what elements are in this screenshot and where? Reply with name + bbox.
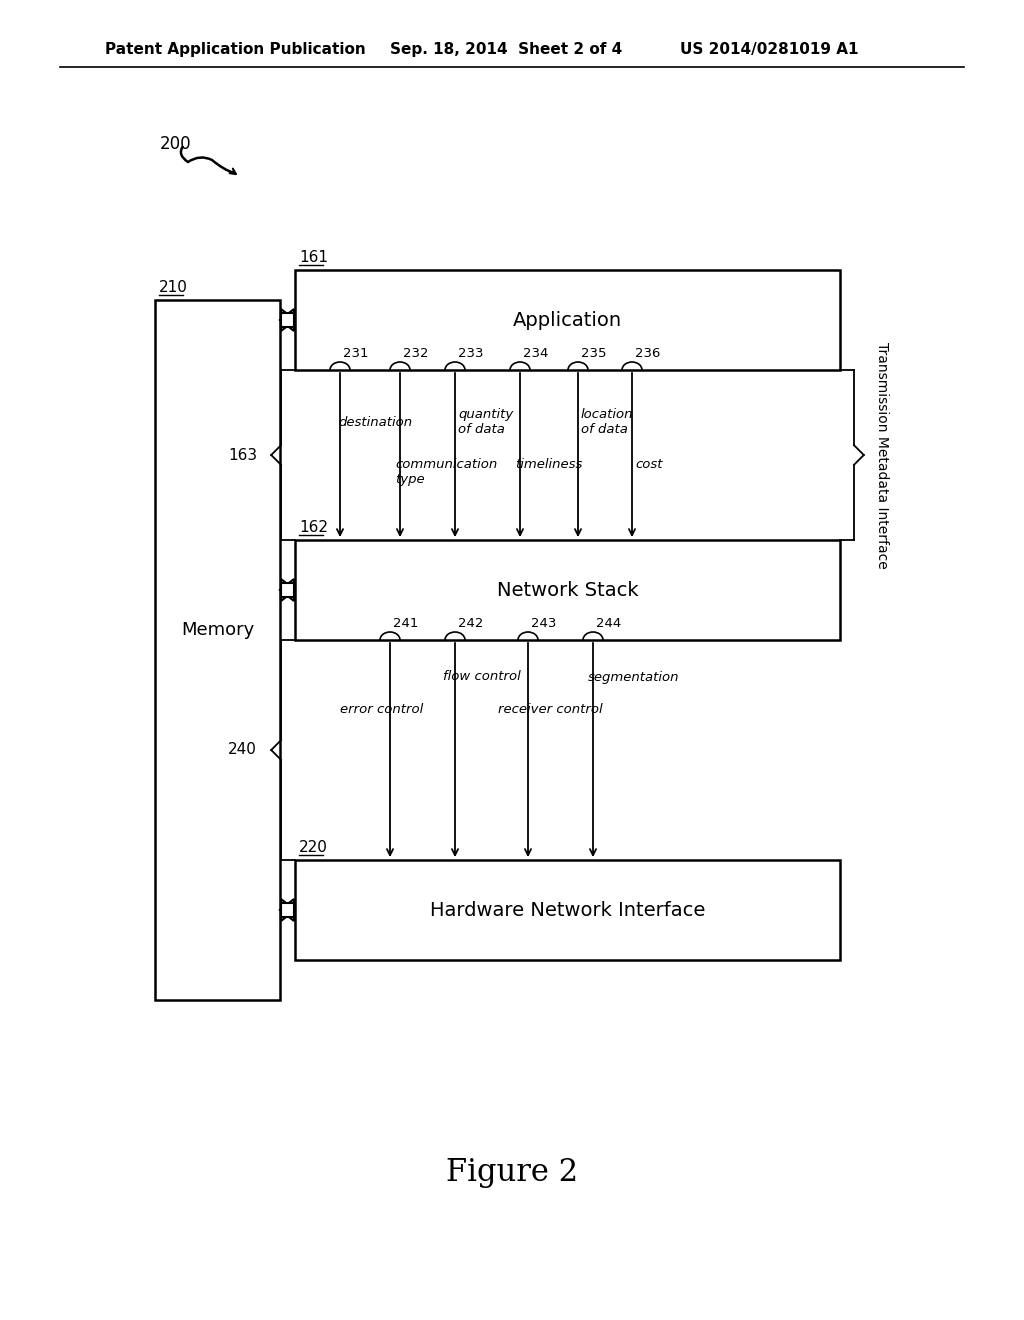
Text: 242: 242 xyxy=(458,616,483,630)
Text: Figure 2: Figure 2 xyxy=(445,1156,579,1188)
Text: flow control: flow control xyxy=(443,671,521,684)
Text: 162: 162 xyxy=(299,520,328,535)
Text: cost: cost xyxy=(635,458,663,471)
Polygon shape xyxy=(280,309,294,331)
Text: 220: 220 xyxy=(299,840,328,855)
Polygon shape xyxy=(281,899,295,921)
Bar xyxy=(281,583,294,597)
Text: 240: 240 xyxy=(228,742,257,758)
Text: Network Stack: Network Stack xyxy=(497,581,638,599)
Text: Sep. 18, 2014  Sheet 2 of 4: Sep. 18, 2014 Sheet 2 of 4 xyxy=(390,42,623,57)
Text: receiver control: receiver control xyxy=(498,704,603,715)
Text: Transmission Metadata Interface: Transmission Metadata Interface xyxy=(874,342,889,569)
Text: 163: 163 xyxy=(228,447,257,462)
Bar xyxy=(295,540,840,640)
Text: location
of data: location of data xyxy=(581,408,634,436)
Text: destination: destination xyxy=(338,416,412,429)
Text: Patent Application Publication: Patent Application Publication xyxy=(105,42,366,57)
Text: 236: 236 xyxy=(635,347,660,360)
Text: 243: 243 xyxy=(531,616,556,630)
Bar xyxy=(281,903,294,917)
Text: segmentation: segmentation xyxy=(588,671,680,684)
Polygon shape xyxy=(281,309,295,331)
Polygon shape xyxy=(280,899,294,921)
Text: 161: 161 xyxy=(299,249,328,265)
Text: 241: 241 xyxy=(393,616,419,630)
Text: 244: 244 xyxy=(596,616,622,630)
Text: error control: error control xyxy=(340,704,423,715)
Text: US 2014/0281019 A1: US 2014/0281019 A1 xyxy=(680,42,858,57)
Text: communication
type: communication type xyxy=(395,458,498,486)
Text: 231: 231 xyxy=(343,347,369,360)
Text: 234: 234 xyxy=(523,347,549,360)
Text: 235: 235 xyxy=(581,347,606,360)
Text: 233: 233 xyxy=(458,347,483,360)
Text: Application: Application xyxy=(513,310,622,330)
Text: Memory: Memory xyxy=(181,620,254,639)
Text: 200: 200 xyxy=(160,135,191,153)
Text: 210: 210 xyxy=(159,280,187,294)
Bar xyxy=(295,861,840,960)
Polygon shape xyxy=(281,579,295,601)
Text: Hardware Network Interface: Hardware Network Interface xyxy=(430,900,706,920)
Bar xyxy=(155,300,280,1001)
Polygon shape xyxy=(280,579,294,601)
Bar xyxy=(281,313,294,327)
Text: 232: 232 xyxy=(403,347,428,360)
Text: quantity
of data: quantity of data xyxy=(458,408,513,436)
Text: timeliness: timeliness xyxy=(515,458,583,471)
Bar xyxy=(295,271,840,370)
